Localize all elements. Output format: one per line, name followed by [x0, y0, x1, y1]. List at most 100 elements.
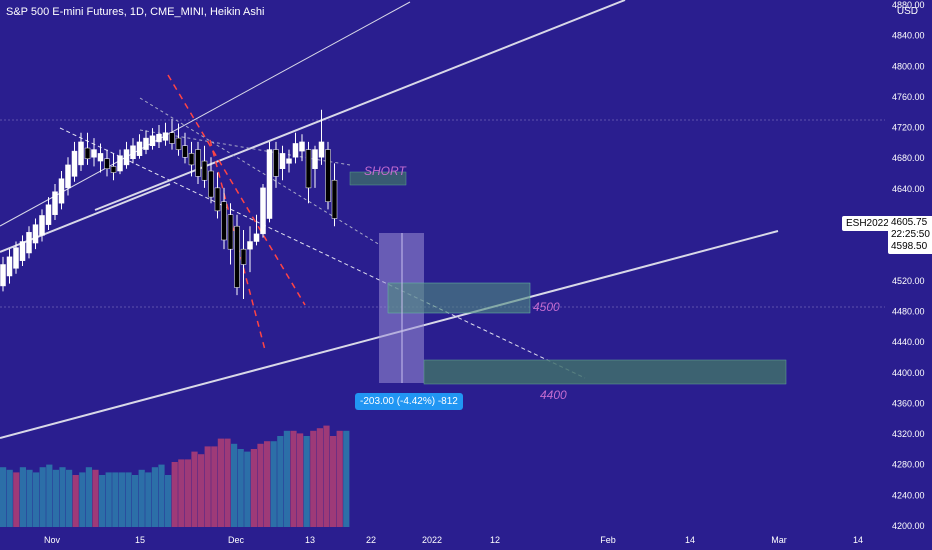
- volume-bar: [184, 459, 191, 527]
- volume-bar: [257, 443, 264, 527]
- volume-bar: [316, 428, 323, 527]
- candle-body: [32, 224, 39, 244]
- candle-body: [117, 155, 123, 172]
- volume-bar: [244, 451, 251, 527]
- volume-bar: [297, 433, 304, 527]
- candle-body: [136, 141, 143, 156]
- price-tick-label: 4720.00: [892, 123, 925, 133]
- candle-layer: [0, 109, 338, 299]
- volume-bar: [72, 475, 79, 527]
- volume-bar: [46, 464, 53, 527]
- last-price-value: 4605.75: [891, 217, 928, 228]
- price-tick-label: 4480.00: [892, 306, 925, 316]
- volume-bar: [79, 472, 86, 527]
- candle-body: [97, 153, 104, 162]
- candle-body: [208, 170, 214, 198]
- price-tick-label: 4840.00: [892, 31, 925, 41]
- candle-body: [52, 191, 58, 215]
- price-tick-label: 4520.00: [892, 276, 925, 286]
- currency-label: USD: [896, 6, 918, 17]
- volume-bar: [270, 441, 277, 527]
- candle-body: [149, 135, 156, 146]
- volume-bar: [290, 430, 297, 527]
- chart-title: S&P 500 E-mini Futures, 1D, CME_MINI, He…: [6, 6, 265, 18]
- volume-bar: [336, 430, 343, 527]
- candle-body: [104, 158, 110, 169]
- volume-bar: [303, 436, 310, 527]
- time-tick-label: Dec: [228, 535, 245, 545]
- volume-bar: [59, 467, 66, 527]
- candle-body: [266, 149, 273, 219]
- price-tick-label: 4280.00: [892, 460, 925, 470]
- volume-bar: [250, 449, 257, 527]
- time-tick-label: 2022: [422, 535, 442, 545]
- volume-bar: [330, 436, 337, 527]
- volume-bar: [264, 441, 271, 527]
- time-tick-label: Feb: [600, 535, 616, 545]
- candle-body: [286, 158, 292, 164]
- candle-body: [162, 132, 169, 141]
- price-axis-layer: 4880.00 4840.00 4800.00 4760.00 4720.00 4680.…: [892, 0, 925, 531]
- candle-body: [325, 149, 331, 202]
- volume-bar: [191, 451, 198, 527]
- volume-bar: [198, 454, 205, 527]
- volume-bar: [323, 425, 330, 527]
- volume-bar: [138, 469, 145, 527]
- volume-bar: [66, 469, 73, 527]
- volume-bar: [283, 430, 290, 527]
- volume-bar: [171, 462, 178, 527]
- channel-lower-trendline: [0, 183, 171, 253]
- price-tick-label: 4880.00: [892, 0, 925, 10]
- candle-body: [169, 132, 175, 144]
- volume-bar: [118, 472, 125, 527]
- candle-body: [195, 149, 201, 177]
- price-tick-label: 4360.00: [892, 398, 925, 408]
- volume-bar: [178, 459, 185, 527]
- candle-body: [143, 137, 149, 150]
- dashed-trendline-white: [59, 127, 586, 379]
- volume-bar: [99, 475, 106, 527]
- candle-body: [91, 149, 97, 158]
- candle-body: [273, 149, 279, 177]
- candle-body: [292, 143, 299, 158]
- short-annotation: SHORT: [364, 164, 407, 178]
- candle-body: [19, 241, 26, 261]
- channel-upper-trendline: [94, 0, 626, 211]
- price-tick-label: 4400.00: [892, 368, 925, 378]
- volume-layer: [0, 425, 350, 527]
- candle-body: [26, 232, 32, 254]
- time-tick-label: Mar: [771, 535, 787, 545]
- candle-body: [299, 141, 305, 152]
- volume-bar: [217, 438, 224, 527]
- volume-bar: [112, 472, 119, 527]
- candle-body: [312, 149, 318, 169]
- volume-bar: [158, 464, 165, 527]
- fib-red-line-2: [209, 139, 266, 351]
- candle-body: [6, 256, 13, 277]
- candle-body: [110, 166, 117, 173]
- time-axis-layer: Nov 15 Dec 13 22 2022 12 Feb 14 Mar 14: [44, 535, 863, 545]
- volume-bar: [310, 430, 317, 527]
- candle-body: [123, 149, 130, 166]
- price-tick-label: 4200.00: [892, 521, 925, 531]
- volume-bar: [39, 467, 46, 527]
- time-tick-label: 15: [135, 535, 145, 545]
- candle-body: [84, 147, 91, 160]
- volume-bar: [145, 472, 152, 527]
- candle-body: [182, 145, 188, 158]
- price-tick-label: 4800.00: [892, 61, 925, 71]
- candle-body: [331, 179, 338, 219]
- candle-body: [130, 145, 136, 160]
- time-tick-label: 14: [685, 535, 695, 545]
- candle-body: [214, 187, 221, 212]
- candle-body: [39, 215, 45, 236]
- candle-body: [227, 214, 234, 250]
- drawing-layer: SHORT 4500 4400: [0, 0, 787, 439]
- time-tick-label: Nov: [44, 535, 61, 545]
- candle-body: [13, 247, 19, 269]
- volume-bar: [0, 467, 7, 527]
- dashed-trendline-grey: [139, 97, 381, 246]
- time-tick-label: 13: [305, 535, 315, 545]
